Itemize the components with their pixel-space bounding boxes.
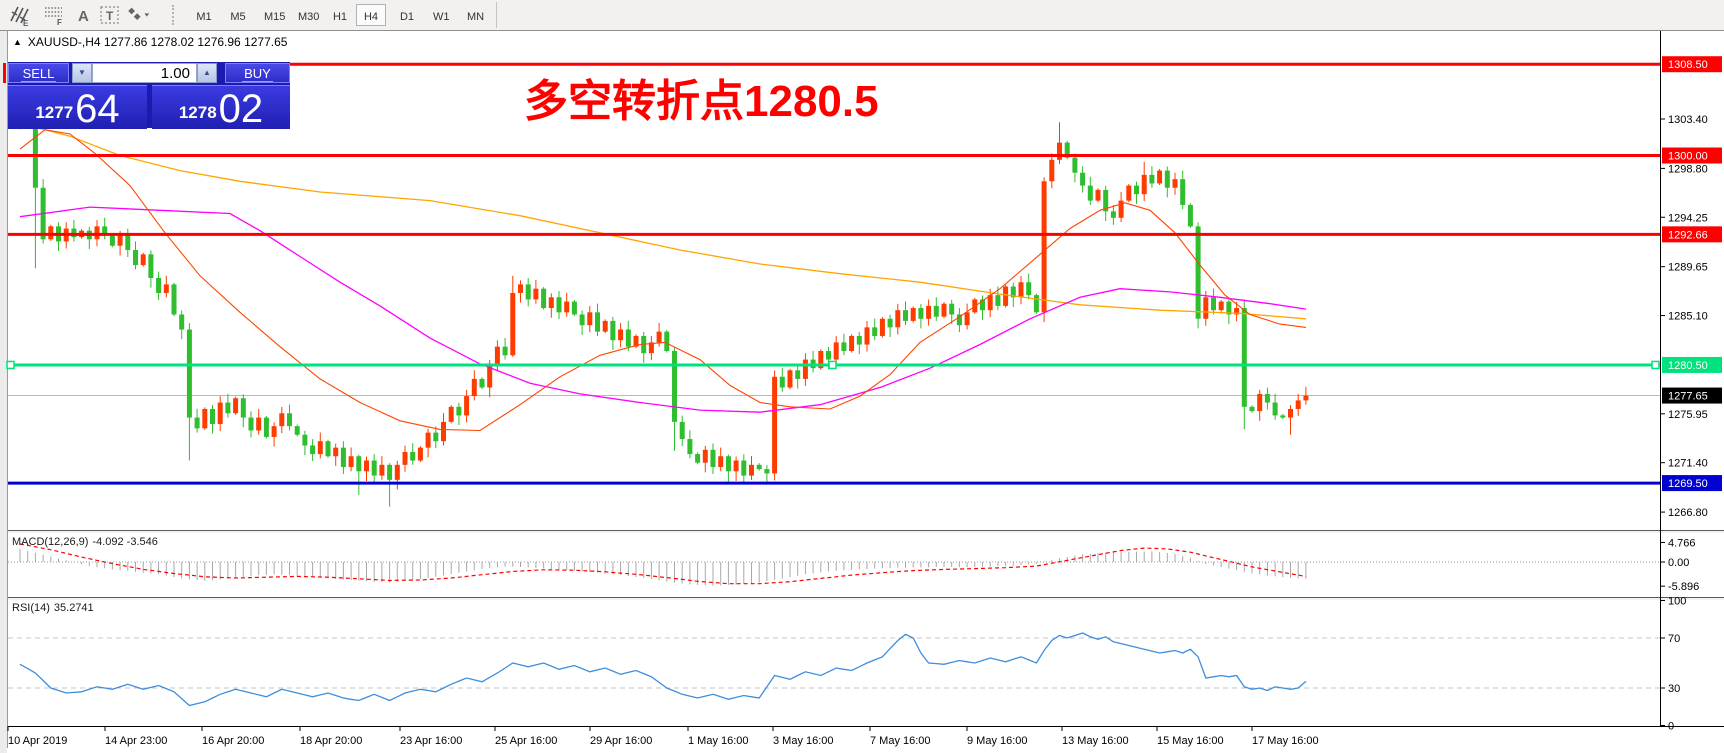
tf-h4[interactable]: H4 [356, 4, 386, 26]
sell-price-minor: 64 [75, 87, 120, 131]
buy-price-major: 1278 [178, 103, 217, 122]
price-badge-label: 1300.00 [1668, 151, 1708, 163]
price-badge-label: 1277.65 [1668, 391, 1708, 403]
tf-m1[interactable]: M1 [189, 4, 219, 26]
toolbar-grip[interactable] [172, 5, 174, 25]
macd-histogram [19, 548, 1307, 586]
left-margin [0, 30, 7, 753]
rsi-axis-label: 100 [1668, 596, 1686, 608]
price-tick-label: 1298.80 [1668, 163, 1708, 175]
price-badge [1662, 147, 1722, 164]
price-badge [1662, 56, 1722, 73]
ma-slow-line [19, 122, 1307, 320]
time-tick-label: 15 May 16:00 [1157, 735, 1224, 747]
symbol-ohlc-text: XAUUSD-,H4 1277.86 1278.02 1276.96 1277.… [27, 35, 288, 49]
symbol-header: ▲ XAUUSD-,H4 1277.86 1278.02 1276.96 1277… [13, 35, 287, 49]
tf-m15[interactable]: M15 [257, 4, 287, 26]
price-badge-label: 1269.50 [1668, 478, 1708, 490]
tf-m30[interactable]: M30 [291, 4, 321, 26]
hline-left-marker [3, 63, 6, 83]
time-tick-label: 1 May 16:00 [688, 735, 749, 747]
time-tick-label: 7 May 16:00 [870, 735, 931, 747]
buy-price-minor: 02 [218, 87, 264, 131]
price-tick-label: 1303.40 [1668, 114, 1708, 126]
candles-layer [17, 91, 1309, 507]
time-tick-label: 16 Apr 20:00 [202, 735, 264, 747]
indicators-icon[interactable]: E [8, 3, 32, 27]
time-tick-label: 9 May 16:00 [967, 735, 1028, 747]
text-tool-icon[interactable]: T [98, 3, 122, 27]
hline-handle-0[interactable] [6, 360, 15, 370]
toolbar: E F A T M1 M5 M15 M30 H1 H4 D1 W1 MN [0, 0, 1724, 31]
hline-handle-1[interactable] [828, 360, 837, 370]
price-badge [1662, 475, 1722, 492]
time-tick-label: 23 Apr 16:00 [400, 735, 462, 747]
rsi-axis-label: 0 [1668, 721, 1674, 733]
time-tick-label: 18 Apr 20:00 [300, 735, 362, 747]
styler-icon[interactable] [126, 3, 150, 27]
svg-text:E: E [23, 19, 29, 27]
grid-icon[interactable]: F [42, 3, 66, 27]
rsi-axis-label: 30 [1668, 683, 1680, 695]
toolbar-separator [496, 2, 497, 28]
macd-axis-label: 0.00 [1668, 557, 1689, 569]
rsi-line [19, 632, 1307, 707]
chart-background [0, 30, 1724, 753]
price-badge [1662, 387, 1722, 404]
sell-button[interactable]: SELL [8, 63, 69, 83]
time-tick-label: 29 Apr 16:00 [590, 735, 652, 747]
tf-d1[interactable]: D1 [392, 4, 422, 26]
price-tick-label: 1285.10 [1668, 311, 1708, 323]
time-tick-label: 25 Apr 16:00 [495, 735, 557, 747]
time-tick-label: 10 Apr 2019 [8, 735, 67, 747]
price-tick-label: 1294.25 [1668, 212, 1708, 224]
buy-button[interactable]: BUY [225, 63, 290, 83]
macd-signal-line [19, 543, 1307, 585]
ma-fast-line [19, 129, 1307, 432]
buy-price-button[interactable]: 1278 02 [152, 85, 290, 129]
price-tick-label: 1275.95 [1668, 409, 1708, 421]
rsi-label: RSI(14) 35.2741 [12, 602, 94, 614]
price-badge-label: 1308.50 [1668, 59, 1708, 71]
svg-text:T: T [106, 9, 114, 23]
sell-price-button[interactable]: 1277 64 [8, 85, 147, 129]
volume-input[interactable] [92, 63, 197, 83]
tf-w1[interactable]: W1 [426, 4, 456, 26]
price-badge-label: 1280.50 [1668, 360, 1708, 372]
price-tick-label: 1266.80 [1668, 507, 1708, 519]
macd-axis-label: -5.896 [1668, 581, 1699, 593]
collapse-triangle-icon[interactable]: ▲ [13, 37, 22, 47]
one-click-trade-panel: SELL ▼ ▲ BUY 1277 64 1278 02 [8, 62, 290, 129]
svg-text:A: A [78, 8, 89, 25]
tf-m5[interactable]: M5 [223, 4, 253, 26]
time-tick-label: 17 May 16:00 [1252, 735, 1319, 747]
hline-handle-2[interactable] [1651, 360, 1660, 370]
price-tick-label: 1289.65 [1668, 262, 1708, 274]
svg-text:F: F [57, 18, 62, 27]
chart-annotation-text[interactable]: 多空转折点1280.5 [524, 77, 879, 126]
tf-mn[interactable]: MN [460, 4, 490, 26]
volume-decrease-button[interactable]: ▼ [72, 63, 92, 83]
price-badge [1662, 356, 1722, 373]
macd-label: MACD(12,26,9) -4.092 -3.546 [12, 536, 158, 548]
macd-axis-label: 4.766 [1668, 537, 1696, 549]
price-badge-label: 1292.66 [1668, 229, 1708, 241]
price-tick-label: 1271.40 [1668, 458, 1708, 470]
text-label-icon[interactable]: A [72, 3, 96, 27]
sell-price-major: 1277 [35, 103, 74, 122]
volume-increase-button[interactable]: ▲ [197, 63, 217, 83]
time-tick-label: 3 May 16:00 [773, 735, 834, 747]
time-tick-label: 13 May 16:00 [1062, 735, 1129, 747]
rsi-axis-label: 70 [1668, 633, 1680, 645]
time-tick-label: 14 Apr 23:00 [105, 735, 167, 747]
tf-h1[interactable]: H1 [325, 4, 355, 26]
price-badge [1662, 226, 1722, 243]
